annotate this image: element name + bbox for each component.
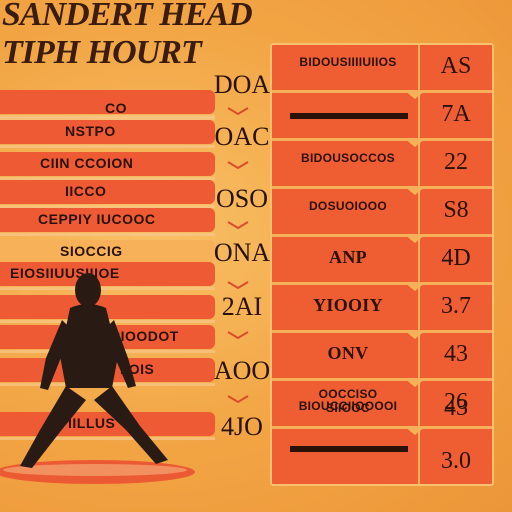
row-label: ANP [329, 247, 367, 267]
stripe [0, 90, 215, 118]
stripe-text: CO [105, 100, 127, 116]
table-row: ONV 43 [272, 333, 492, 387]
table-row: BIDOUSOCCOS 22 [272, 141, 492, 195]
stripe: IILLUS [0, 412, 215, 440]
stripe-text: NSTPO [65, 123, 116, 139]
table-divider [418, 45, 420, 484]
table-row: 3.0 [272, 436, 492, 484]
figure-head [75, 273, 101, 307]
row-value: 4D [441, 245, 471, 271]
page-title: SANDERT HEAD TIPH HOURT [2, 0, 253, 72]
stats-table: BIDOUSIIIIUIIOS AS 7A BIDOUSOCCOS 22 DOS… [270, 43, 494, 486]
row-label: BIDOUSIIIIUIIOS [299, 55, 397, 69]
row-value: 3.7 [441, 293, 471, 319]
mid-number: ONA [213, 238, 271, 267]
table-row: BIDOUSIIIIUIIOS AS [272, 45, 492, 99]
table-row: OOCCISO SIIOOC 26 [272, 381, 492, 435]
mid-number: DOA [213, 70, 271, 99]
mid-number: OSO [215, 184, 268, 213]
stripe: IICCO [0, 180, 215, 208]
stripe-text: IICCO [65, 183, 107, 199]
stripe: EIOSIIUUSIIIOE [0, 262, 215, 290]
left-stripes-panel: CO NSTPO CIIN CCOION IICCO CEPPIY IUCOOC… [0, 90, 215, 450]
stripe: CO [0, 98, 215, 120]
stripe-text: CEPPIY IUCOOC [38, 211, 156, 227]
row-label: ONV [327, 343, 369, 363]
mid-number: 2AI [221, 292, 263, 321]
athlete-figure [0, 273, 195, 484]
table-row: ANP 4D [272, 237, 492, 291]
row-bar [290, 113, 408, 119]
mid-number: 4JO [221, 412, 263, 441]
table-row: 7A [272, 93, 492, 147]
title-line-1: SANDERT HEAD [2, 0, 253, 33]
row-label: DOSUOIOOO [308, 199, 388, 213]
row-bar [290, 446, 408, 452]
stripe-text: CIOODOT [110, 328, 179, 344]
figure-leg-right [94, 386, 168, 464]
row-value: AS [440, 53, 472, 79]
row-value: 26 [444, 389, 468, 415]
row-label: BIDOUSOCCOS [301, 151, 395, 165]
row-label: OOCCISO SIIOOC [318, 387, 378, 415]
stripe: CEPPIY IUCOOC [0, 208, 215, 236]
row-value: 43 [444, 341, 468, 367]
row-value: 22 [444, 149, 468, 175]
stripe: NSTPO [0, 120, 215, 148]
row-value: S8 [443, 197, 469, 223]
row-value: 3.0 [441, 448, 471, 474]
stripe: CIIN CCOION [0, 152, 215, 180]
title-line-2: TIPH HOURT [2, 34, 202, 71]
row-label: YIOOIY [313, 295, 383, 315]
stripe-text: CIIN CCOION [40, 155, 134, 171]
row-value: 43 [444, 395, 468, 421]
stripe-text: SIOCCIG [60, 243, 123, 259]
figure-leg-left [20, 386, 86, 468]
row-value: 7A [441, 101, 471, 127]
mid-number: AOO [213, 356, 271, 385]
row-label: BIOUCCIIOOOOI [298, 399, 398, 413]
stripe-text: IILLUS [68, 415, 116, 431]
figure-torso [60, 304, 118, 388]
mid-number: OAC [214, 122, 270, 151]
middle-number-column: DOA OAC OSO ONA 2AI AOO 4JO [212, 60, 272, 460]
table-row: YIOOIY 3.7 [272, 285, 492, 339]
table-row: DOSUOIOOO S8 [272, 189, 492, 243]
